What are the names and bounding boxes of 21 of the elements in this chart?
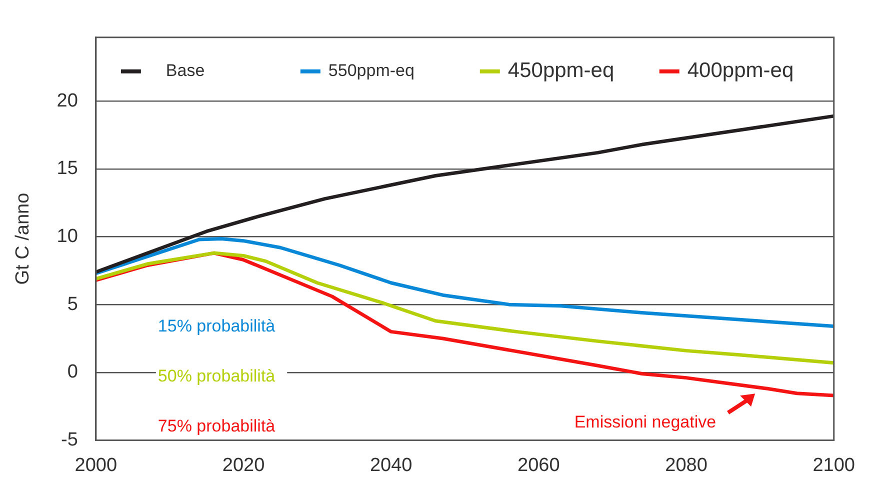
x-tick-label: 2000: [74, 454, 118, 476]
y-tick-label: 10: [56, 226, 78, 247]
annotation: Emissioni negative: [574, 412, 716, 432]
y-tick-label: 15: [56, 158, 78, 180]
x-tick-label: 2080: [665, 454, 708, 476]
annotation: 50% probabilità: [158, 366, 276, 386]
annotation: 75% probabilità: [158, 416, 276, 436]
x-tick-label: 2040: [370, 454, 412, 476]
x-tick-label: 2100: [812, 454, 856, 476]
x-tick-label: 2020: [222, 454, 265, 476]
x-tick-label: 2060: [518, 454, 560, 476]
y-tick-label: 0: [67, 362, 78, 383]
legend-label: Base: [166, 61, 205, 80]
y-tick-label: -5: [61, 429, 78, 450]
legend-label: 400ppm-eq: [687, 59, 794, 82]
y-axis-title: Gt C /anno: [12, 192, 34, 285]
y-tick-label: 5: [67, 294, 78, 315]
legend-label: 450ppm-eq: [508, 59, 614, 82]
annotation: 15% probabilità: [158, 316, 276, 336]
y-tick-label: 20: [56, 90, 78, 112]
legend-label: 550ppm-eq: [328, 61, 414, 80]
